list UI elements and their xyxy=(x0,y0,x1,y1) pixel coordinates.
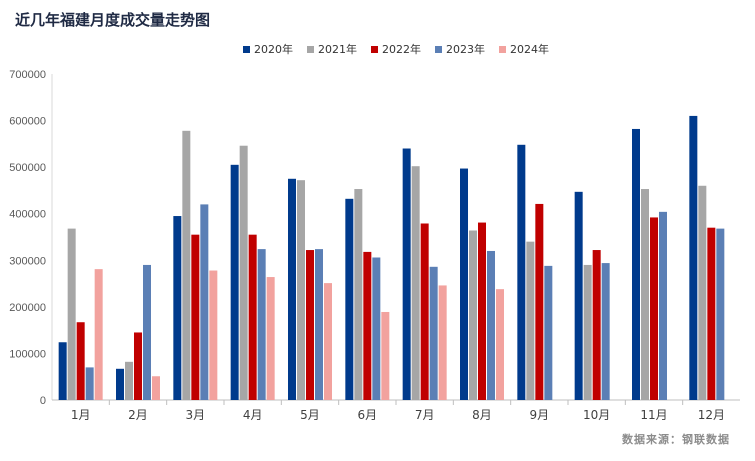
bar xyxy=(526,241,535,400)
bar xyxy=(67,228,76,400)
x-tick-label: 5月 xyxy=(300,408,320,422)
bar xyxy=(152,376,160,400)
x-tick-label: 10月 xyxy=(583,408,610,422)
bar xyxy=(689,115,698,401)
y-tick-label: 300000 xyxy=(9,255,46,267)
x-tick-label: 1月 xyxy=(71,408,91,422)
bar xyxy=(239,145,248,400)
bar xyxy=(173,216,182,400)
bar xyxy=(200,204,209,400)
y-tick-label: 200000 xyxy=(9,302,46,314)
legend-label: 2023年 xyxy=(446,43,485,56)
bar xyxy=(592,250,601,400)
bar xyxy=(76,322,85,400)
y-tick-label: 400000 xyxy=(9,209,46,221)
x-tick-label: 9月 xyxy=(530,408,550,422)
bar xyxy=(230,164,239,400)
bar xyxy=(297,180,305,400)
bar xyxy=(632,128,640,400)
bar xyxy=(535,203,544,400)
bar xyxy=(125,361,133,400)
bar xyxy=(707,227,716,400)
bar xyxy=(315,249,323,400)
x-tick-label: 12月 xyxy=(698,408,725,422)
source-note: 数据来源：钢联数据 xyxy=(622,433,730,446)
bar xyxy=(544,265,553,400)
bar xyxy=(659,211,667,400)
bar xyxy=(478,222,486,400)
bar xyxy=(306,250,314,400)
bar xyxy=(698,185,707,400)
bar xyxy=(209,270,218,400)
legend-item: 2021年 xyxy=(307,41,357,57)
bar xyxy=(381,311,390,400)
legend-swatch xyxy=(499,45,506,53)
bar xyxy=(354,189,363,400)
bar xyxy=(438,285,447,400)
bar xyxy=(487,250,495,400)
bar xyxy=(85,367,94,400)
bar xyxy=(324,283,332,400)
legend-item: 2020年 xyxy=(243,41,293,57)
bar xyxy=(345,198,354,400)
bar xyxy=(182,130,191,400)
bar xyxy=(248,234,257,400)
bar xyxy=(116,368,124,400)
y-tick-label: 600000 xyxy=(9,116,46,128)
x-tick-label: 8月 xyxy=(472,408,492,422)
legend-label: 2022年 xyxy=(382,43,421,56)
legend-swatch xyxy=(243,45,250,53)
bar xyxy=(583,264,592,400)
x-tick-label: 7月 xyxy=(415,408,435,422)
legend-swatch xyxy=(371,45,378,53)
legend-item: 2023年 xyxy=(435,41,485,57)
y-tick-label: 100000 xyxy=(9,348,46,360)
legend-label: 2020年 xyxy=(254,43,293,56)
x-tick-label: 11月 xyxy=(640,408,667,422)
y-tick-label: 0 xyxy=(40,395,46,407)
chart-legend: 2020年 2021年 2022年 2023年 2024年 xyxy=(243,41,549,57)
x-tick-label: 6月 xyxy=(358,408,378,422)
x-tick-label: 3月 xyxy=(186,408,206,422)
bar xyxy=(191,234,200,400)
bar xyxy=(372,257,381,400)
bar xyxy=(143,264,151,400)
legend-item: 2024年 xyxy=(499,41,549,57)
bar xyxy=(496,289,504,400)
bar xyxy=(257,249,266,400)
bar xyxy=(641,189,649,400)
x-tick-label: 2月 xyxy=(128,408,148,422)
bar xyxy=(460,168,468,400)
bar xyxy=(469,230,477,400)
bar xyxy=(601,263,610,400)
y-tick-label: 700000 xyxy=(9,69,46,81)
bar xyxy=(94,269,103,400)
bar xyxy=(402,148,411,400)
bar xyxy=(363,251,372,400)
y-tick-label: 500000 xyxy=(9,162,46,174)
legend-label: 2024年 xyxy=(510,43,549,56)
bar xyxy=(429,266,438,400)
legend-swatch xyxy=(307,45,314,53)
bar xyxy=(574,191,583,400)
bar xyxy=(517,144,526,400)
legend-label: 2021年 xyxy=(318,43,357,56)
bar xyxy=(420,223,429,400)
bar xyxy=(58,342,67,400)
x-tick-label: 4月 xyxy=(243,408,263,422)
bar xyxy=(650,217,658,400)
bar xyxy=(288,178,296,400)
legend-swatch xyxy=(435,45,442,53)
legend-item: 2022年 xyxy=(371,41,421,57)
chart-title: 近几年福建月度成交量走势图 xyxy=(15,11,211,29)
bar xyxy=(716,228,725,400)
bar xyxy=(411,166,420,400)
bar xyxy=(134,332,142,400)
bar xyxy=(266,277,275,400)
